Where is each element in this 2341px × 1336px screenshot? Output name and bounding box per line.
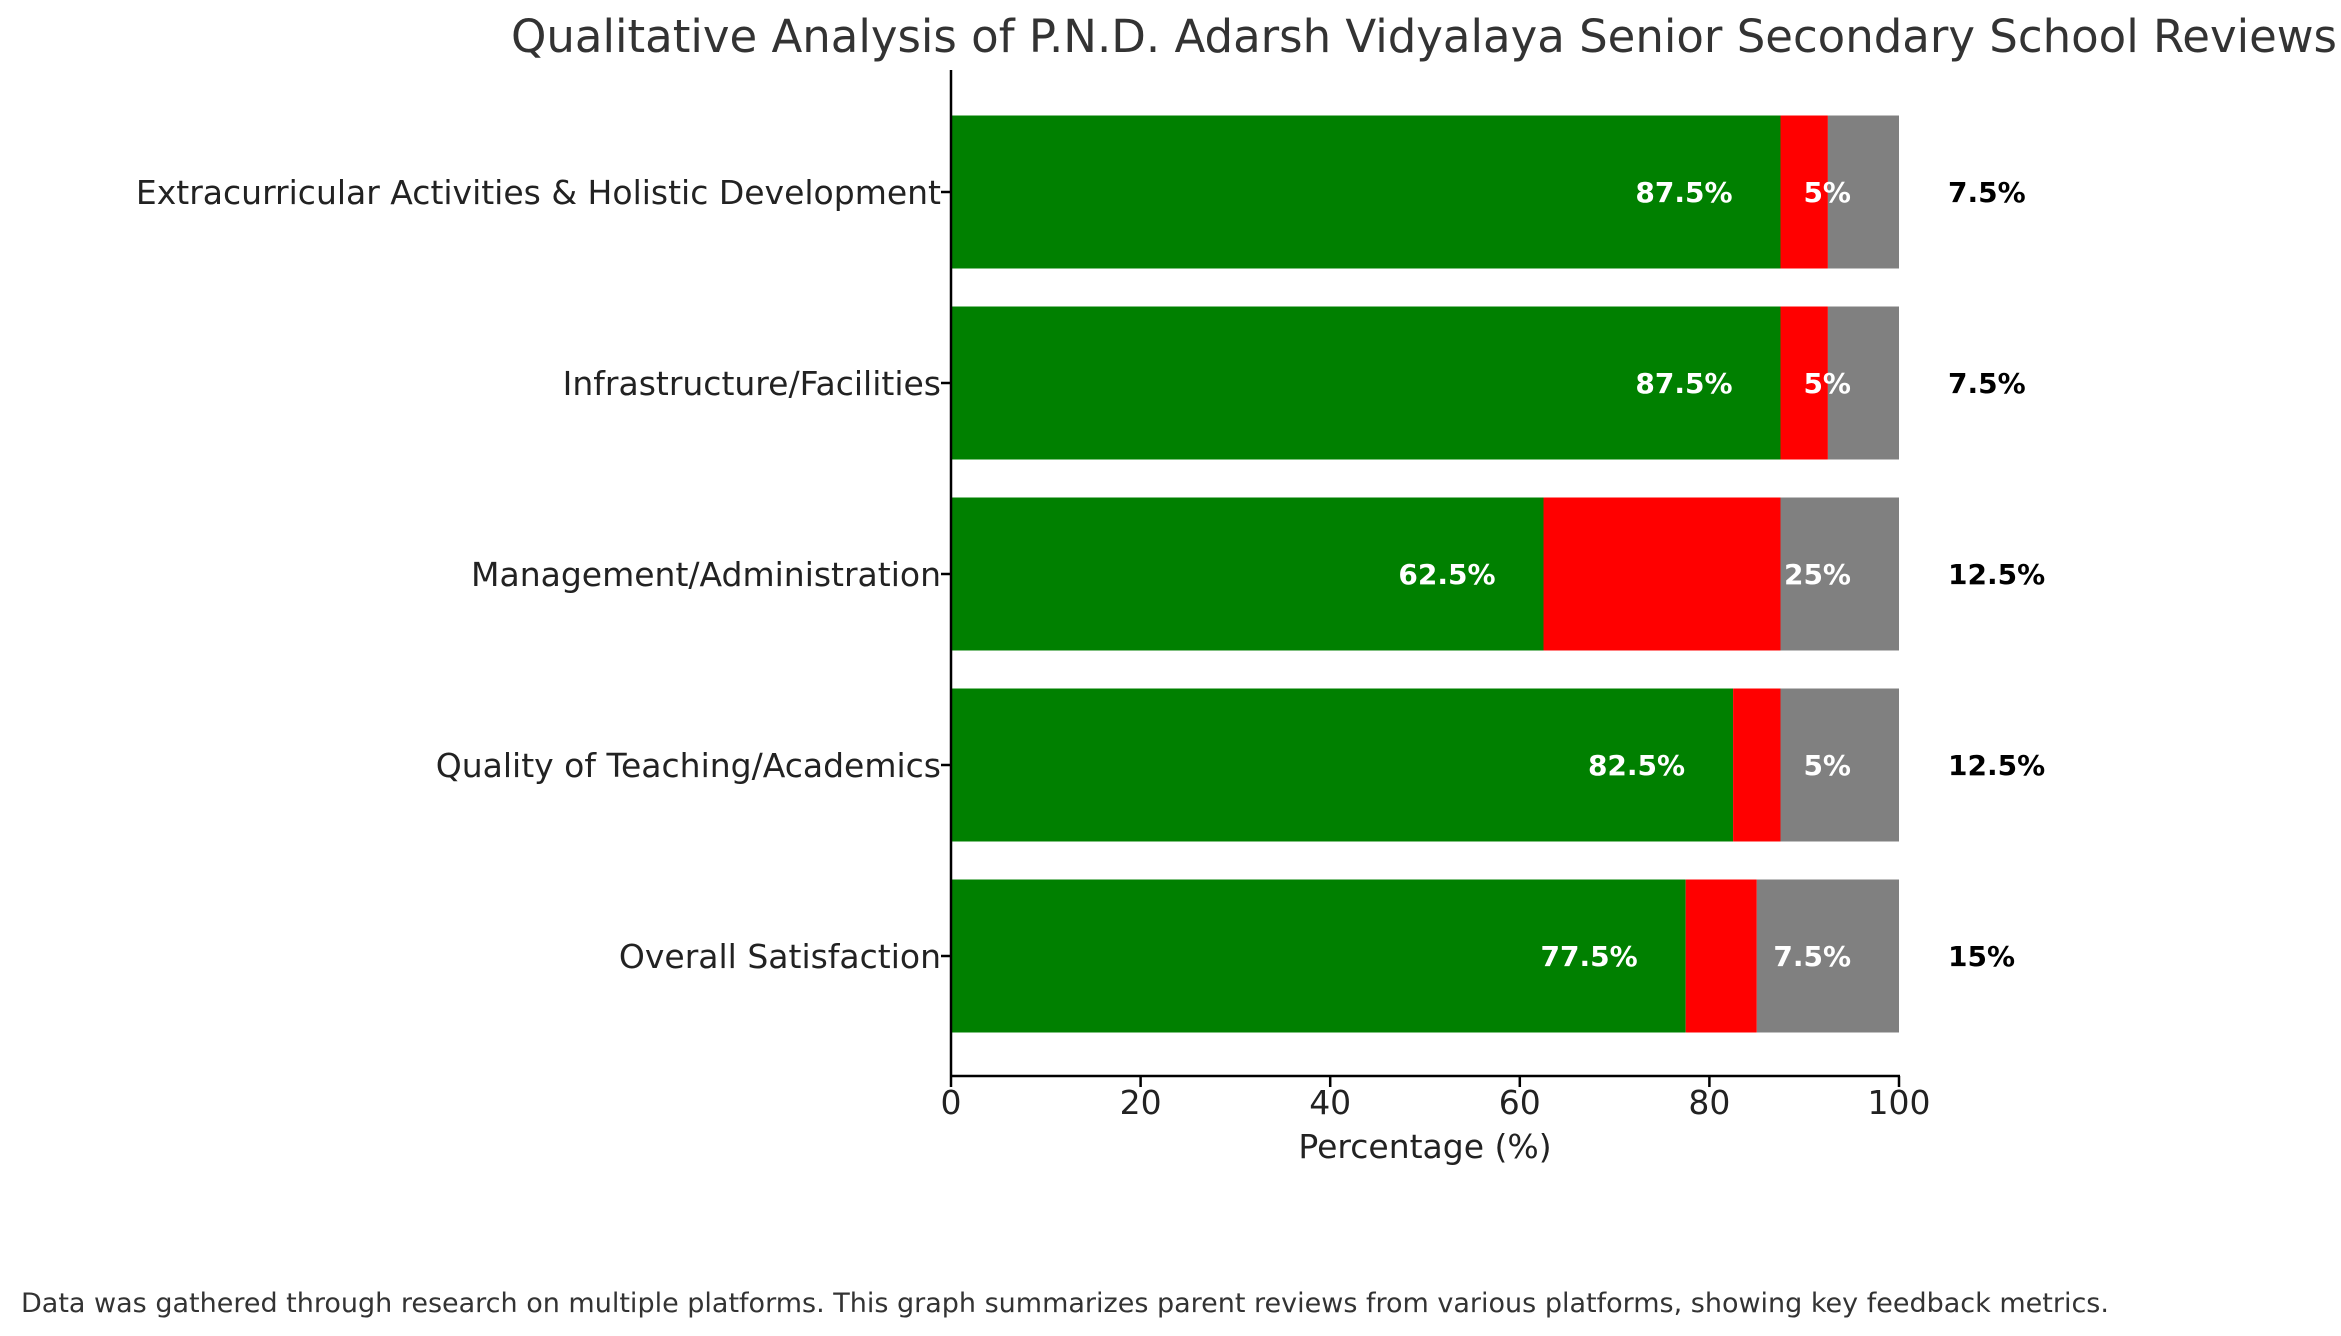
bar-neutral-management-administration: [1780, 497, 1899, 651]
category-label-infrastructure-facilities: Infrastructure/Facilities: [563, 364, 941, 403]
data-label-neutral-management-administration: 12.5%: [1948, 558, 2045, 591]
data-label-negative-management-administration: 25%: [1784, 558, 1851, 591]
bar-negative-quality-of-teaching-academics: [1733, 688, 1781, 842]
bar-negative-management-administration: [1543, 497, 1781, 651]
bar-negative-extracurricular-activities-holistic-development: [1780, 115, 1828, 269]
bar-labels-group: 77.5% 7.5% 82.5% 5% 62.5% 25% 87.5% 5% 87.5% 5%: [1398, 176, 1851, 973]
data-label-positive-extracurricular-activities-holistic-development: 87.5%: [1635, 176, 1732, 209]
bar-negative-infrastructure-facilities: [1780, 306, 1828, 460]
category-label-overall-satisfaction: Overall Satisfaction: [619, 937, 941, 976]
bar-positive-infrastructure-facilities: [951, 306, 1781, 460]
bar-positive-quality-of-teaching-academics: [951, 688, 1734, 842]
bar-neutral-extracurricular-activities-holistic-development: [1827, 115, 1899, 269]
chart-title: Qualitative Analysis of P.N.D. Adarsh Vi…: [511, 10, 2337, 63]
x-axis-label: Percentage (%): [1298, 1127, 1551, 1166]
footnote: Data was gathered through research on mu…: [21, 1288, 2109, 1319]
x-tick-label-60: 60: [1499, 1083, 1541, 1122]
x-ticks-group: 0 20 40 60 80 100: [941, 1076, 1931, 1122]
data-label-positive-management-administration: 62.5%: [1398, 558, 1495, 591]
data-label-neutral-infrastructure-facilities: 7.5%: [1948, 367, 2026, 400]
data-label-negative-extracurricular-activities-holistic-development: 5%: [1803, 176, 1851, 209]
data-label-neutral-quality-of-teaching-academics: 12.5%: [1948, 749, 2045, 782]
x-tick-label-100: 100: [1868, 1083, 1931, 1122]
x-tick-label-20: 20: [1120, 1083, 1162, 1122]
data-label-neutral-extracurricular-activities-holistic-development: 7.5%: [1948, 176, 2026, 209]
bar-positive-overall-satisfaction: [951, 879, 1686, 1033]
category-label-extracurricular-activities-holistic-development: Extracurricular Activities & Holistic De…: [136, 173, 941, 212]
outside-labels-group: 15% 12.5% 12.5% 7.5% 7.5%: [1948, 176, 2045, 973]
data-label-positive-quality-of-teaching-academics: 82.5%: [1588, 749, 1685, 782]
data-label-negative-quality-of-teaching-academics: 5%: [1803, 749, 1851, 782]
bar-positive-management-administration: [951, 497, 1544, 651]
bar-neutral-overall-satisfaction: [1756, 879, 1899, 1033]
data-label-negative-infrastructure-facilities: 5%: [1803, 367, 1851, 400]
category-label-quality-of-teaching-academics: Quality of Teaching/Academics: [436, 746, 941, 785]
x-tick-label-40: 40: [1309, 1083, 1351, 1122]
bar-negative-overall-satisfaction: [1685, 879, 1757, 1033]
bar-neutral-quality-of-teaching-academics: [1780, 688, 1899, 842]
bar-positive-extracurricular-activities-holistic-development: [951, 115, 1781, 269]
x-tick-label-80: 80: [1688, 1083, 1730, 1122]
category-label-management-administration: Management/Administration: [471, 555, 941, 594]
bars-group: [951, 115, 1899, 1033]
data-label-positive-overall-satisfaction: 77.5%: [1541, 940, 1638, 973]
bar-neutral-infrastructure-facilities: [1827, 306, 1899, 460]
data-label-positive-infrastructure-facilities: 87.5%: [1635, 367, 1732, 400]
x-tick-label-0: 0: [941, 1083, 962, 1122]
data-label-neutral-overall-satisfaction: 15%: [1948, 940, 2015, 973]
data-label-negative-overall-satisfaction: 7.5%: [1773, 940, 1851, 973]
category-labels-group: Overall Satisfaction Quality of Teaching/…: [136, 173, 951, 976]
